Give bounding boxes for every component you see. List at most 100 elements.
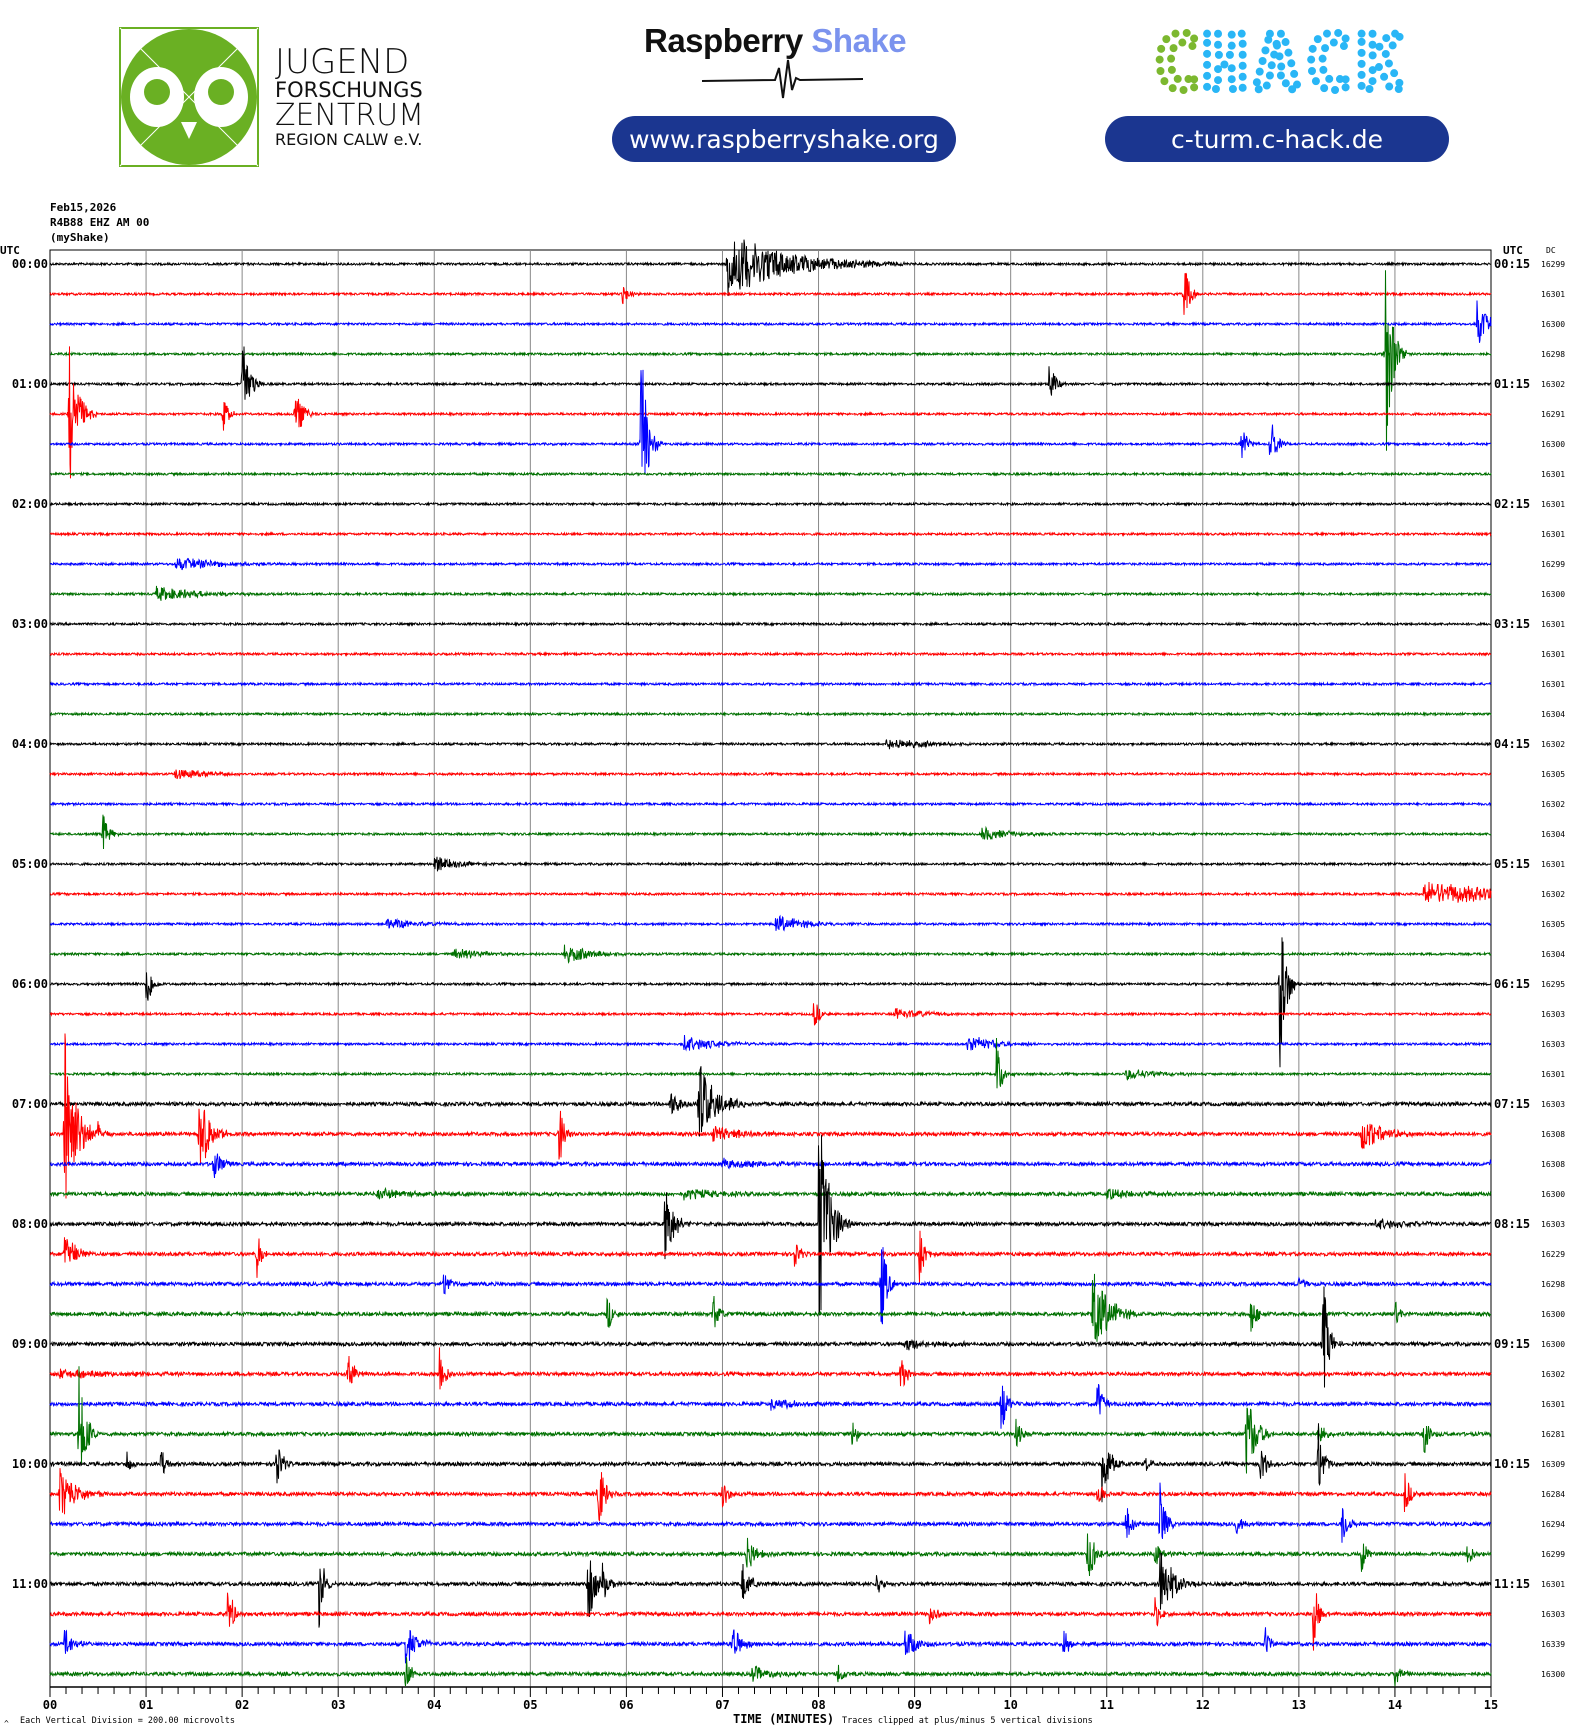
trace-line [49,1273,1492,1342]
date-label: Feb15,2026 [50,201,117,214]
left-time-label: 05:00 [12,857,48,871]
trace-line [49,1037,1492,1089]
trace-line [49,585,1492,601]
trace-line [49,1135,1492,1316]
dc-value: 16298 [1541,350,1565,359]
trace-line [49,1003,1492,1026]
chack-first-letter: C [1154,25,1200,100]
left-time-label: 06:00 [12,977,48,991]
right-time-label: 06:15 [1494,977,1530,991]
traces [49,239,1492,1687]
trace-line [49,1468,1492,1522]
left-utc-header: UTC [0,244,20,257]
trace-line [49,651,1492,658]
dc-value: 16303 [1541,1100,1565,1109]
corner-mark: ^ [4,1719,9,1728]
right-time-label: 08:15 [1494,1217,1530,1231]
x-tick-label: 01 [139,1698,153,1712]
right-time-label: 11:15 [1494,1577,1530,1591]
right-time-label: 05:15 [1494,857,1530,871]
dc-header: DC [1546,246,1556,255]
dc-value: 16301 [1541,290,1565,299]
trace-line [49,1347,1492,1390]
channel-label: R4B88 EHZ AM 00 [50,216,150,229]
right-time-label: 09:15 [1494,1337,1530,1351]
left-time-label: 00:00 [12,257,48,271]
x-axis-label: TIME (MINUTES) [733,1712,834,1726]
x-tick-label: 05 [523,1698,537,1712]
plot-frame [49,249,1492,1688]
chack-rest-letters: HACK [1202,25,1409,100]
seismogram-icon [701,59,864,99]
dc-value: 16302 [1541,740,1565,749]
dc-value: 16299 [1541,260,1565,269]
dc-value: 16305 [1541,770,1565,779]
dc-value: 16298 [1541,1280,1565,1289]
dc-value: 16301 [1541,650,1565,659]
jfz-line-3: ZENTRUM [275,98,424,133]
scale-note: Each Vertical Division = 200.00 microvol… [20,1716,235,1726]
trace-line [49,1066,1492,1137]
trace-line [49,1034,1492,1052]
trace-line [49,1366,1492,1474]
dc-value: 16301 [1541,470,1565,479]
dc-value: 16339 [1541,1640,1565,1649]
right-time-label: 02:15 [1494,497,1530,511]
trace-line [49,680,1492,688]
trace-line [49,346,1492,479]
dc-value: 16300 [1541,1310,1565,1319]
dc-value: 16302 [1541,380,1565,389]
dc-value: 16303 [1541,1220,1565,1229]
trace-line [49,739,1492,750]
trace-line [49,1286,1492,1388]
x-tick-label: 08 [811,1698,825,1712]
dc-value: 16300 [1541,590,1565,599]
x-tick-label: 14 [1388,1698,1402,1712]
dc-value: 16300 [1541,1340,1565,1349]
trace-line [49,1592,1492,1651]
x-tick-label: 03 [331,1698,345,1712]
dc-value: 16305 [1541,920,1565,929]
jfz-line-1: JUGEND [275,42,410,82]
dc-value: 16291 [1541,410,1565,419]
x-tick-label: 04 [427,1698,441,1712]
trace-line [49,800,1491,808]
left-time-label: 03:00 [12,617,48,631]
x-tick-label: 09 [907,1698,921,1712]
trace-line [49,1153,1492,1179]
jfz-line-4: REGION CALW e.V. [275,130,423,149]
dc-value: 16308 [1541,1160,1565,1169]
trace-line [49,937,1491,1068]
dc-value: 16302 [1541,1370,1565,1379]
trace-line [49,1533,1492,1577]
trace-line [49,300,1492,343]
network-label: (myShake) [50,231,110,244]
dc-value: 16308 [1541,1130,1565,1139]
right-time-label: 00:15 [1494,257,1530,271]
dc-value: 16302 [1541,890,1565,899]
trace-line [49,814,1492,850]
trace-line [49,1383,1491,1429]
trace-line [49,769,1492,780]
trace-line [49,621,1492,628]
trace-line [49,1627,1492,1664]
dc-value: 16303 [1541,1010,1565,1019]
left-time-label: 02:00 [12,497,48,511]
trace-line [49,856,1492,872]
chack-link[interactable]: c-turm.c-hack.de [1105,116,1449,162]
right-time-label: 07:15 [1494,1097,1530,1111]
x-tick-label: 06 [619,1698,633,1712]
dc-value: 16304 [1541,950,1565,959]
trace-line [49,1230,1492,1283]
dc-value: 16301 [1541,1580,1565,1589]
right-utc-header: UTC [1503,244,1523,257]
dc-value: 16300 [1541,1190,1565,1199]
clip-note: Traces clipped at plus/minus 5 vertical … [842,1716,1093,1726]
right-time-label: 03:15 [1494,617,1530,631]
raspberryshake-link[interactable]: www.raspberryshake.org [612,116,956,162]
dc-value: 16303 [1541,1610,1565,1619]
left-time-label: 08:00 [12,1217,48,1231]
trace-line [49,914,1492,932]
x-tick-label: 02 [235,1698,249,1712]
